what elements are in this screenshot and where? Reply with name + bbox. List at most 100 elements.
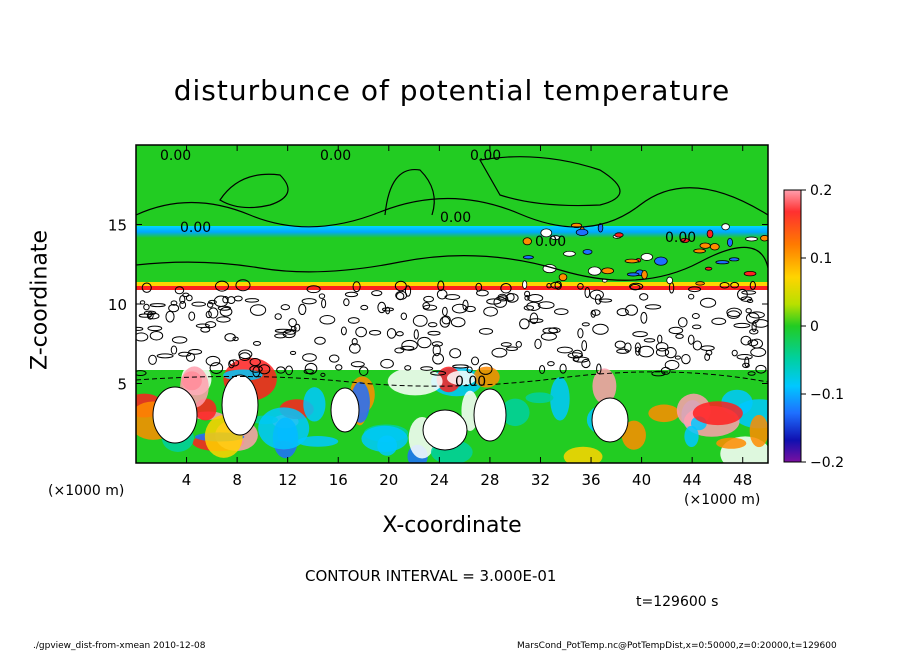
contour-loop — [577, 283, 584, 290]
contour-loop — [355, 326, 367, 338]
contour-loop — [743, 270, 757, 277]
contour-loop — [614, 232, 624, 238]
x-tick-label: 48 — [733, 471, 752, 489]
contour-loop — [285, 365, 293, 376]
contour-loop — [136, 326, 144, 331]
contour-loop — [747, 339, 759, 347]
contour-loop — [596, 363, 602, 375]
contour-loop — [709, 243, 720, 251]
contour-loop — [170, 345, 178, 355]
turbulence-blob — [591, 397, 629, 443]
contour-loop — [651, 370, 666, 377]
footer-right: MarsCond_PotTemp.nc@PotTempDist,x=0:5000… — [517, 641, 837, 651]
turbulence-blob — [563, 446, 603, 463]
contour-loop — [258, 364, 271, 375]
contour-loop — [726, 310, 741, 319]
contour-loop — [741, 290, 757, 295]
contour-loop — [654, 256, 668, 266]
contour-loop — [436, 289, 448, 300]
turbulence-blob — [258, 407, 310, 450]
contour-loop — [188, 311, 196, 321]
contour-loop — [476, 289, 489, 297]
contour-loop — [396, 292, 405, 301]
contour-loop — [148, 354, 157, 365]
footer-left: ./gpview_dist-from-xmean 2010-12-08 — [33, 641, 206, 651]
contour-line — [136, 246, 768, 281]
contour-loop — [699, 297, 717, 308]
contour-loop — [519, 318, 530, 330]
contour-loop — [249, 304, 267, 316]
contour-loop — [404, 365, 412, 371]
contour-loop — [655, 342, 669, 352]
contour-loop — [149, 330, 164, 341]
contour-loop — [522, 237, 532, 246]
contour-loop — [688, 286, 702, 293]
contour-line — [136, 371, 768, 387]
contour-loop — [731, 349, 738, 357]
turbulence-blob — [749, 414, 768, 448]
contour-loop — [274, 313, 282, 320]
contour-loop — [232, 336, 239, 342]
contour-line — [384, 168, 435, 216]
contour-loop — [567, 352, 584, 359]
yellow-band — [136, 282, 768, 286]
contour-loop — [629, 282, 644, 291]
contour-loop — [675, 333, 684, 339]
contour-loop — [280, 304, 291, 311]
contour-loop — [688, 293, 695, 300]
turbulence-blob — [387, 367, 443, 396]
contour-loop — [534, 338, 542, 350]
contour-loop — [486, 298, 502, 305]
colorbar-tick-label: 0 — [810, 319, 819, 335]
contour-loop — [745, 236, 758, 242]
contour-loop — [430, 370, 447, 376]
contour-line — [219, 173, 289, 209]
contour-loop — [554, 308, 569, 315]
contour-loop — [423, 295, 434, 303]
contour-label: 0.00 — [320, 148, 351, 164]
contour-loop — [644, 304, 662, 310]
contour-loop — [587, 266, 602, 276]
contour-loop — [616, 308, 629, 317]
contour-loop — [635, 346, 641, 356]
contour-loop — [413, 329, 419, 340]
contour-loop — [466, 366, 473, 374]
contour-loop — [274, 328, 292, 333]
contour-loop — [522, 280, 528, 289]
contour-loop — [668, 326, 684, 335]
turbulence-blob — [221, 374, 259, 436]
x-axis-label: X-coordinate — [382, 513, 522, 538]
contour-loop — [205, 355, 221, 367]
contour-loop — [179, 300, 187, 310]
turbulence-blob — [446, 370, 477, 386]
contour-line — [479, 156, 621, 207]
plot-area — [136, 145, 768, 463]
contour-loop — [216, 316, 231, 323]
contour-loop — [348, 343, 361, 354]
contour-loop — [420, 366, 434, 371]
contour-loop — [699, 242, 711, 249]
contour-label: 0.00 — [180, 220, 211, 236]
contour-loop — [527, 294, 544, 303]
contour-loop — [249, 365, 263, 373]
contour-loop — [320, 372, 326, 377]
contour-label: 0.00 — [440, 210, 471, 226]
contour-loop — [138, 313, 152, 318]
contour-loop — [431, 341, 443, 347]
x-tick-label: 12 — [278, 471, 297, 489]
contour-loop — [289, 350, 297, 355]
contour-loop — [523, 305, 535, 311]
contour-loop — [643, 338, 656, 343]
turbulence-blob — [330, 387, 360, 433]
contour-loop — [666, 276, 673, 285]
contour-loop — [182, 292, 190, 298]
cyan-band — [136, 226, 768, 238]
contour-loop — [395, 331, 404, 337]
contour-loop — [638, 345, 655, 358]
contour-loop — [500, 342, 512, 347]
contour-label: 0.00 — [470, 148, 501, 164]
contour-loop — [639, 293, 649, 301]
contour-loop — [614, 340, 626, 349]
contour-loop — [711, 317, 727, 326]
